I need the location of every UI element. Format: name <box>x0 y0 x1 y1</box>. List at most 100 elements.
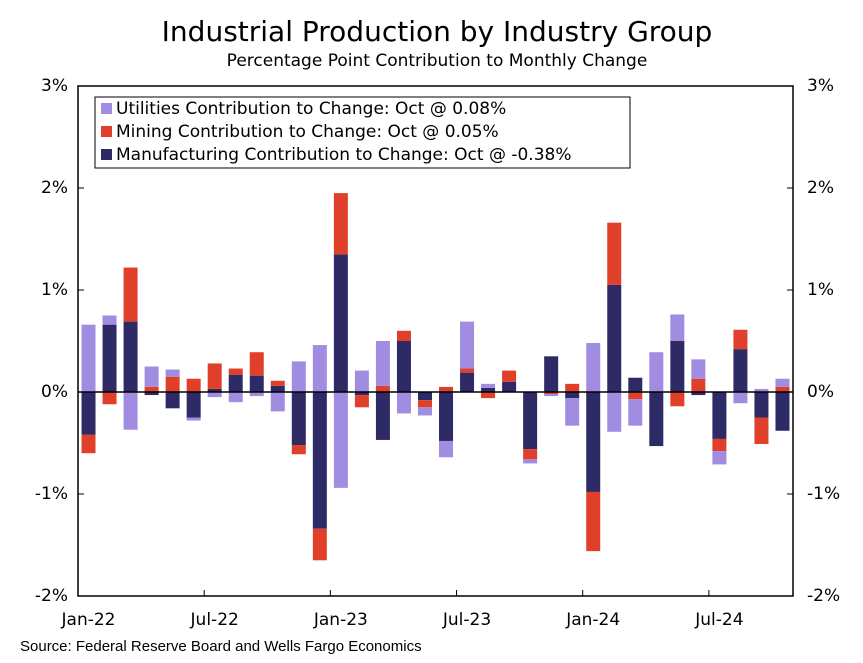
legend-label: Utilities Contribution to Change: Oct @ … <box>116 99 506 119</box>
bar-segment <box>207 392 222 398</box>
bar-segment <box>186 417 201 421</box>
bar-segment <box>523 459 538 464</box>
bar-segment <box>565 392 580 399</box>
bar-segment <box>523 392 538 450</box>
y2-tick-label: 1% <box>807 280 834 300</box>
bar-segment <box>628 392 643 400</box>
bar-segment <box>102 315 117 325</box>
bar-segment <box>628 377 643 392</box>
bar-segment <box>375 341 390 386</box>
bar-segment <box>691 378 706 392</box>
bar-segment <box>333 392 348 488</box>
bar-segment <box>502 370 517 382</box>
bar-segment <box>733 349 748 392</box>
bar-segment <box>291 445 306 455</box>
bar-segment <box>481 392 496 399</box>
bar-segment <box>81 392 96 435</box>
bar-segment <box>733 392 748 404</box>
chart-title: Industrial Production by Industry Group <box>162 15 713 48</box>
bar-segment <box>228 368 243 375</box>
legend: Utilities Contribution to Change: Oct @ … <box>94 96 631 169</box>
bar-segment <box>165 392 180 409</box>
bar-segment <box>460 321 475 369</box>
bar-segment <box>396 330 411 341</box>
bar-segment <box>270 392 285 412</box>
x-tick-label: Jan-23 <box>313 610 368 630</box>
bar-segment <box>439 386 454 392</box>
bar-segment <box>544 392 559 395</box>
bar-segment <box>144 392 159 396</box>
bar-segment <box>375 385 390 392</box>
bar-segment <box>312 345 327 392</box>
y2-tick-label: 2% <box>807 178 834 198</box>
y-tick-label: 0% <box>41 382 68 402</box>
bar-segment <box>354 370 369 392</box>
x-tick-label: Jul-22 <box>190 610 239 630</box>
bar-segment <box>586 491 601 552</box>
bar-segment <box>270 385 285 392</box>
plot-frame <box>77 85 794 597</box>
bar-segment <box>228 374 243 392</box>
bar-segment <box>691 392 706 396</box>
y-tick-label: -2% <box>35 586 68 606</box>
bar-segment <box>249 352 264 376</box>
bar-segment <box>607 392 622 432</box>
bar-segment <box>312 392 327 529</box>
legend-label: Mining Contribution to Change: Oct @ 0.0… <box>116 122 499 142</box>
bar-segment <box>502 381 517 392</box>
bar-segment <box>460 368 475 373</box>
bar-segment <box>649 392 664 447</box>
bar-segment <box>712 451 727 465</box>
y2-tick-label: 3% <box>807 76 834 96</box>
bar-segment <box>439 440 454 458</box>
y-tick-label: 3% <box>41 76 68 96</box>
x-tick-label: Jul-23 <box>442 610 491 630</box>
bar-segment <box>144 366 159 387</box>
bar-segment <box>207 388 222 392</box>
bar-segment <box>565 383 580 392</box>
bar-segment <box>207 363 222 389</box>
bar-segment <box>670 314 685 341</box>
bar-segment <box>586 392 601 492</box>
bar-segment <box>754 388 769 392</box>
bar-segment <box>712 392 727 439</box>
bar-segment <box>396 341 411 392</box>
bar-segment <box>649 352 664 392</box>
bar-segment <box>228 392 243 403</box>
legend-swatch <box>101 149 112 160</box>
x-tick-label: Jul-24 <box>694 610 743 630</box>
y-tick-label: -1% <box>35 484 68 504</box>
bar-segment <box>586 343 601 392</box>
bar-segment <box>670 392 685 407</box>
bar-segment <box>354 395 369 408</box>
bar-segment <box>123 321 138 392</box>
bar-segment <box>123 267 138 322</box>
bar-segment <box>417 407 432 416</box>
bar-segment <box>775 386 790 392</box>
legend-swatch <box>101 103 112 114</box>
bar-segment <box>544 356 559 392</box>
bar-segment <box>775 378 790 387</box>
y2-tick-label: 0% <box>807 382 834 402</box>
bar-segment <box>81 434 96 454</box>
bar-segment <box>375 392 390 440</box>
source: Source: Federal Reserve Board and Wells … <box>20 638 422 655</box>
bar-segment <box>123 392 138 430</box>
bar-segment <box>691 359 706 379</box>
bar-segment <box>186 378 201 392</box>
bar-segment <box>481 383 496 388</box>
bar-segment <box>481 387 496 392</box>
bar-segment <box>354 392 369 396</box>
bar-segment <box>186 392 201 418</box>
bar-segment <box>291 361 306 392</box>
y-tick-label: 2% <box>41 178 68 198</box>
bar-segment <box>565 398 580 426</box>
bar-segment <box>102 392 117 405</box>
y2-tick-label: -1% <box>807 484 840 504</box>
legend-box <box>94 96 631 169</box>
bar-segment <box>312 528 327 561</box>
bar-segment <box>333 193 348 255</box>
bar-segment <box>733 329 748 350</box>
y2-tick-label: -2% <box>807 586 840 606</box>
